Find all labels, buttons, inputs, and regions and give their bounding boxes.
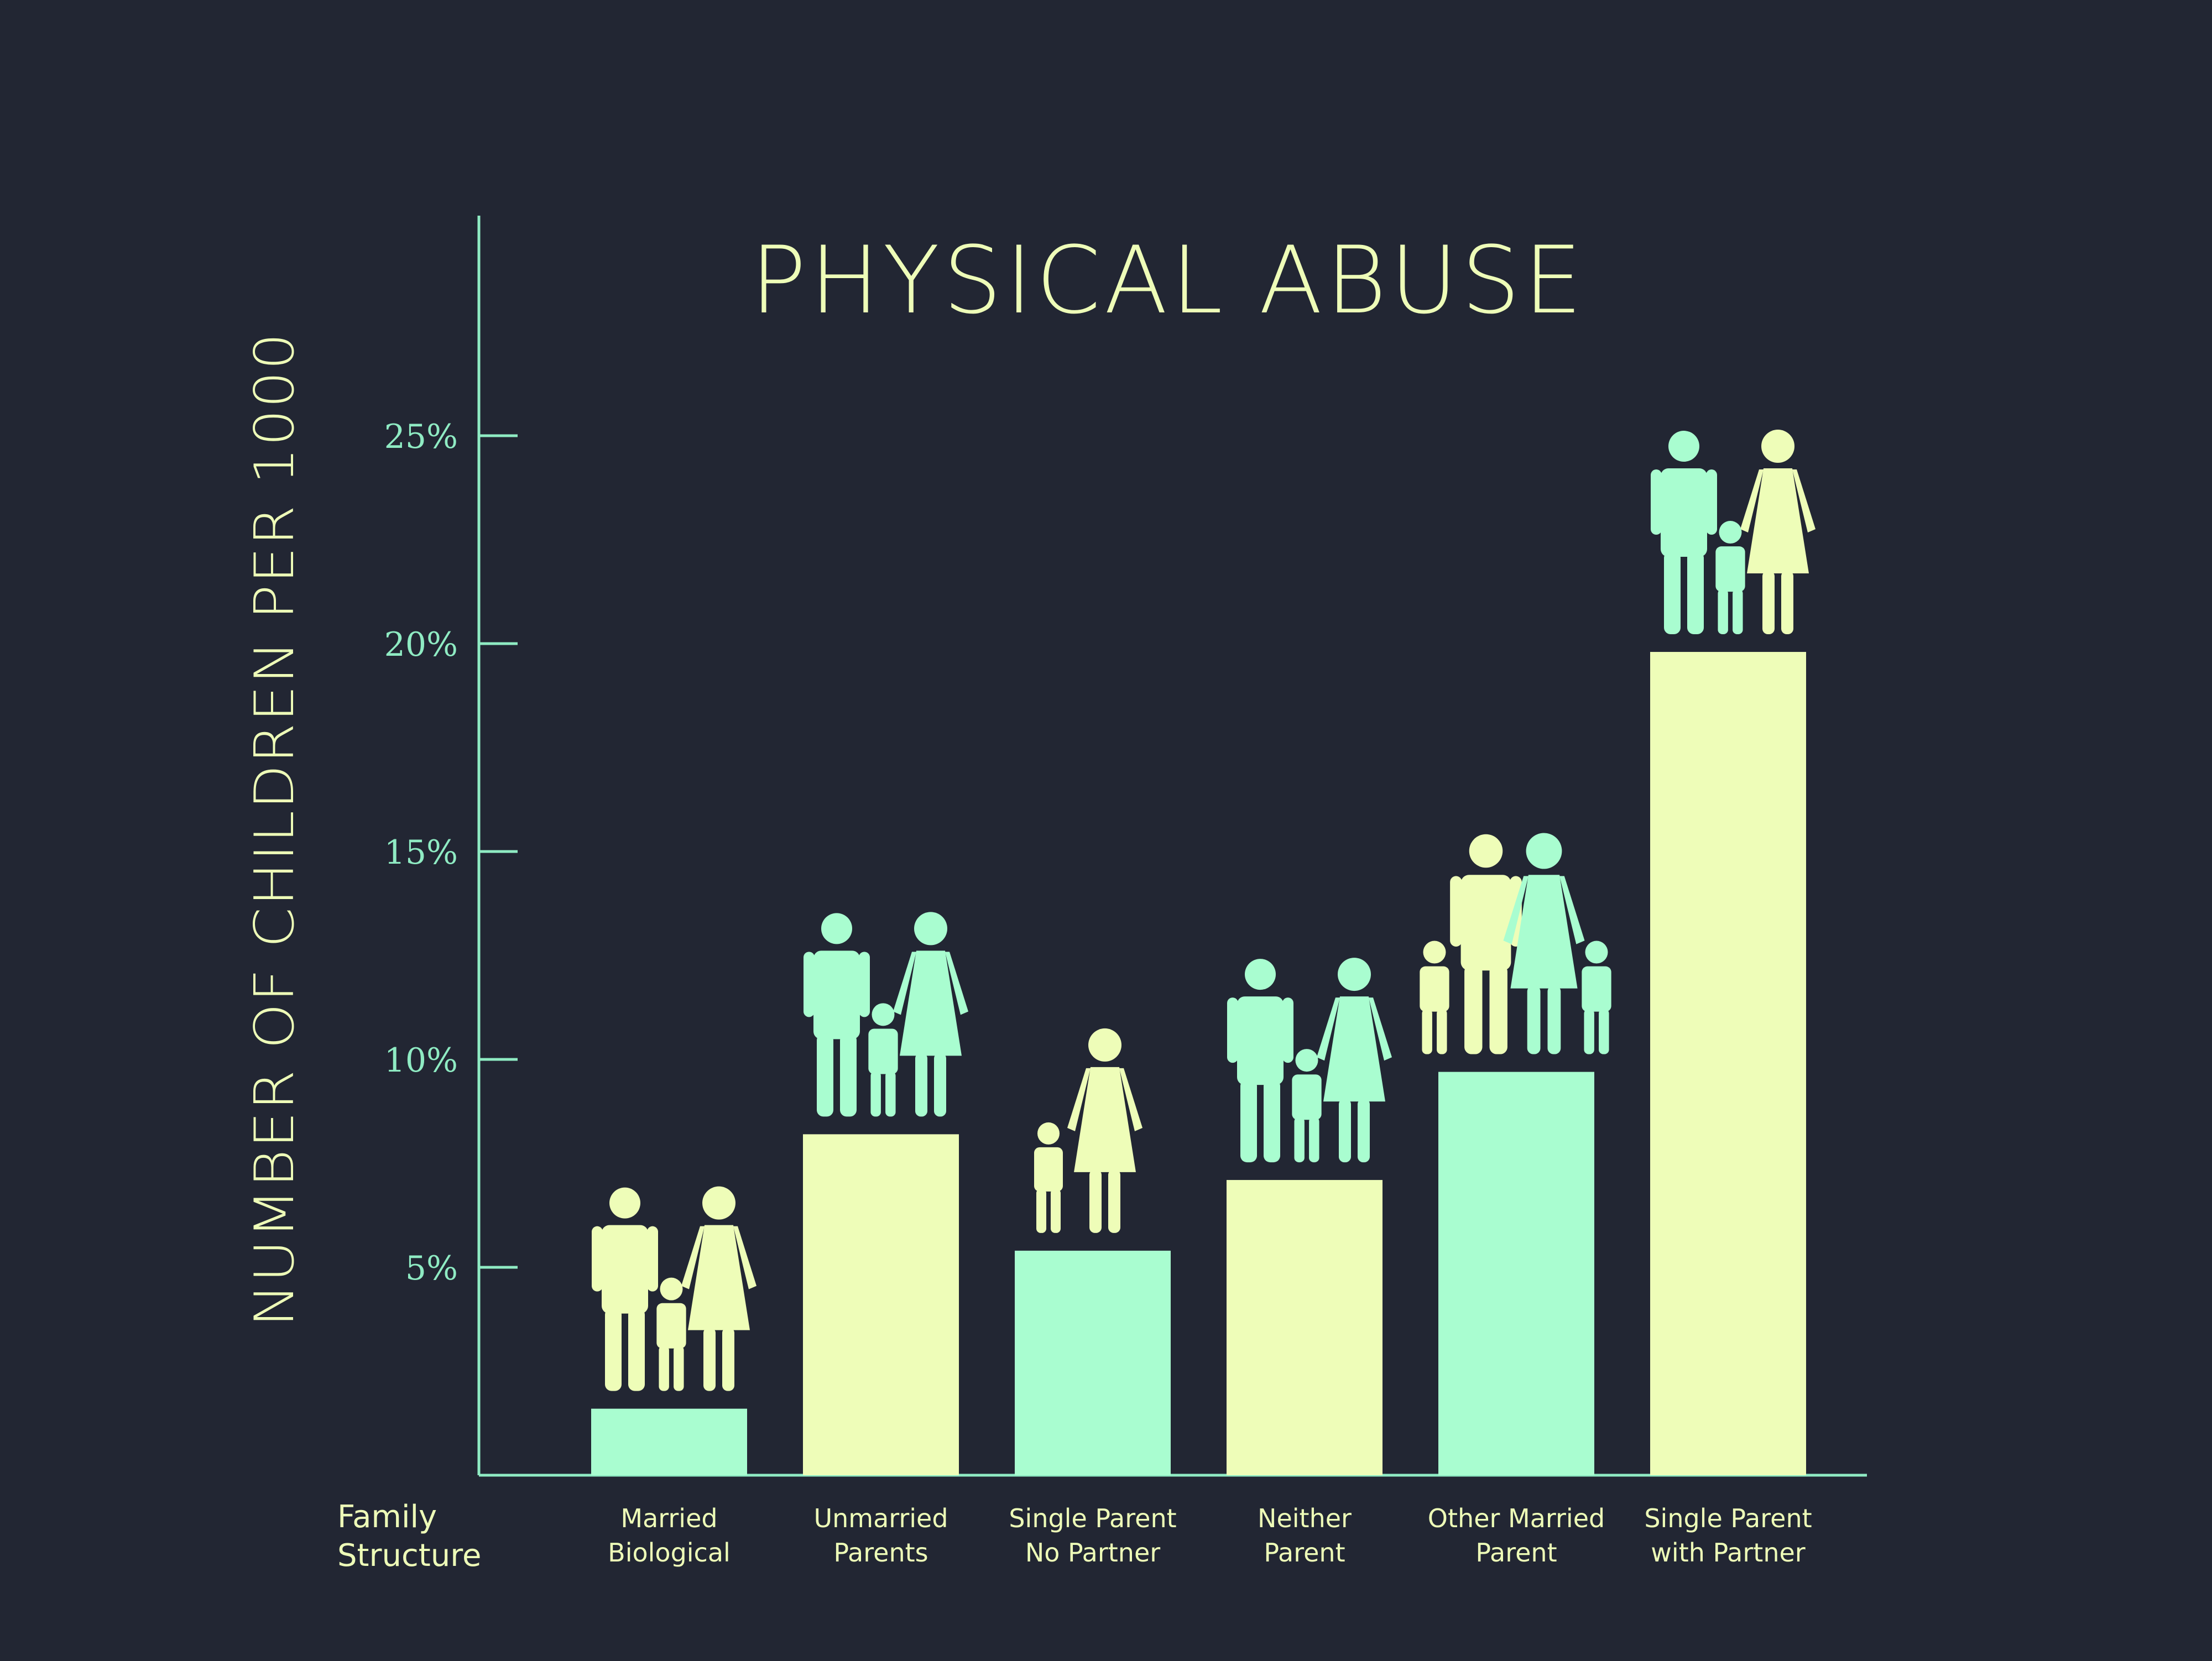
x-axis-label-line: Family [337,1499,437,1535]
woman-figure [1503,833,1585,1054]
child-figure [1292,1049,1322,1163]
woman-figure [1067,1028,1142,1233]
man-figure [592,1187,658,1391]
father-mother-child-icon [1227,958,1392,1163]
chart-title: PHYSICAL ABUSE [750,226,1585,335]
child-figure [1034,1122,1063,1233]
child-figure [1420,941,1449,1054]
x-tick-label: Married [620,1503,717,1533]
family-icons [592,430,1815,1391]
x-tick-label: Single Parent [1009,1503,1176,1533]
man-figure [1227,959,1293,1163]
woman-figure [1317,958,1392,1163]
x-tick-label: Neither [1258,1503,1352,1533]
man-figure [804,913,870,1117]
bar [1438,1072,1594,1475]
x-tick-label: Unmarried [813,1503,948,1533]
woman-figure [681,1186,757,1391]
x-tick-label: Parent [1264,1538,1345,1568]
x-axis-label-line: Structure [337,1538,482,1574]
father-mother-child-icon [804,912,968,1117]
father-mother-child-icon [592,1186,757,1391]
bar [1650,652,1806,1475]
x-tick-label: Parent [1475,1538,1557,1568]
stepfamily-two-children-icon [1420,833,1611,1054]
y-axis-label: NUMBER OF CHILDREN PER 1000 [243,332,306,1327]
x-tick-label: No Partner [1025,1538,1160,1568]
bar [1015,1250,1171,1475]
x-tick-label: Single Parent [1644,1503,1812,1533]
x-tick-label: Biological [608,1538,731,1568]
x-tick-label: Parents [833,1538,928,1568]
child-figure [1582,941,1611,1054]
bars [591,652,1806,1475]
bar [803,1134,959,1475]
father-mother-child-icon [1651,430,1815,635]
y-tick-label: 25% [384,417,458,456]
child-figure [868,1003,898,1117]
x-tick-label: with Partner [1651,1538,1805,1568]
bar [591,1408,747,1475]
child-figure [1715,521,1745,635]
y-tick-label: 5% [405,1249,458,1288]
man-figure [1651,431,1717,635]
y-tick-label: 20% [384,625,458,664]
labels: 5% 10% 15% 20% 25% PHYSICAL ABUSE NUMBER OF CH… [243,226,1812,1574]
y-tick-label: 10% [384,1041,458,1080]
woman-figure [893,912,968,1117]
woman-figure [1740,430,1815,635]
y-tick-label: 15% [384,833,458,872]
mother-child-icon [1034,1028,1142,1233]
man-figure [1450,834,1522,1054]
bar [1227,1180,1383,1475]
child-figure [656,1277,686,1391]
x-tick-label: Other Married [1428,1503,1605,1533]
